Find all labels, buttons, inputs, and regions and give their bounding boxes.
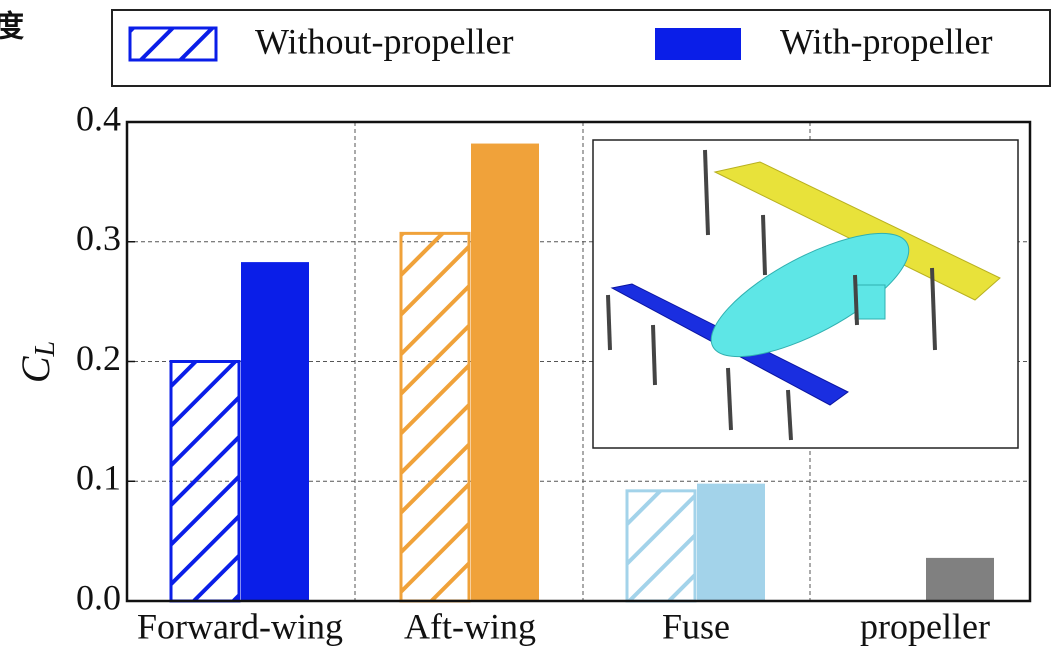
bar — [401, 233, 469, 601]
y-tick-label: 0.3 — [76, 218, 121, 258]
inset — [593, 140, 1018, 448]
bar — [926, 558, 994, 601]
legend-label: With-propeller — [780, 21, 992, 61]
legend-label: Without-propeller — [255, 21, 513, 61]
y-label-main: C — [13, 355, 58, 383]
x-tick-label: Fuse — [662, 606, 730, 646]
bar — [171, 362, 239, 602]
x-tick-label: Aft-wing — [404, 606, 536, 646]
y-label-sub: L — [30, 341, 61, 358]
corner-fragment: 度 — [0, 10, 24, 45]
y-axis-label: CL — [13, 341, 61, 383]
x-tick-label: Forward-wing — [137, 606, 343, 646]
y-tick-label: 0.1 — [76, 458, 121, 498]
fin-shape — [855, 285, 885, 319]
legend-swatch — [130, 28, 216, 60]
y-tick-label: 0.2 — [76, 338, 121, 378]
bar — [471, 144, 539, 601]
y-tick-label: 0.4 — [76, 98, 121, 138]
x-tick-label: propeller — [860, 606, 990, 646]
y-tick-label: 0.0 — [76, 577, 121, 617]
bar — [697, 484, 765, 601]
chart: 度 0.0 0.1 0.2 0.3 0.4 Forward-wing Aft-wing Fus… — [0, 0, 1054, 655]
bar — [241, 262, 309, 601]
bar — [627, 491, 695, 601]
legend-swatch — [655, 28, 741, 60]
